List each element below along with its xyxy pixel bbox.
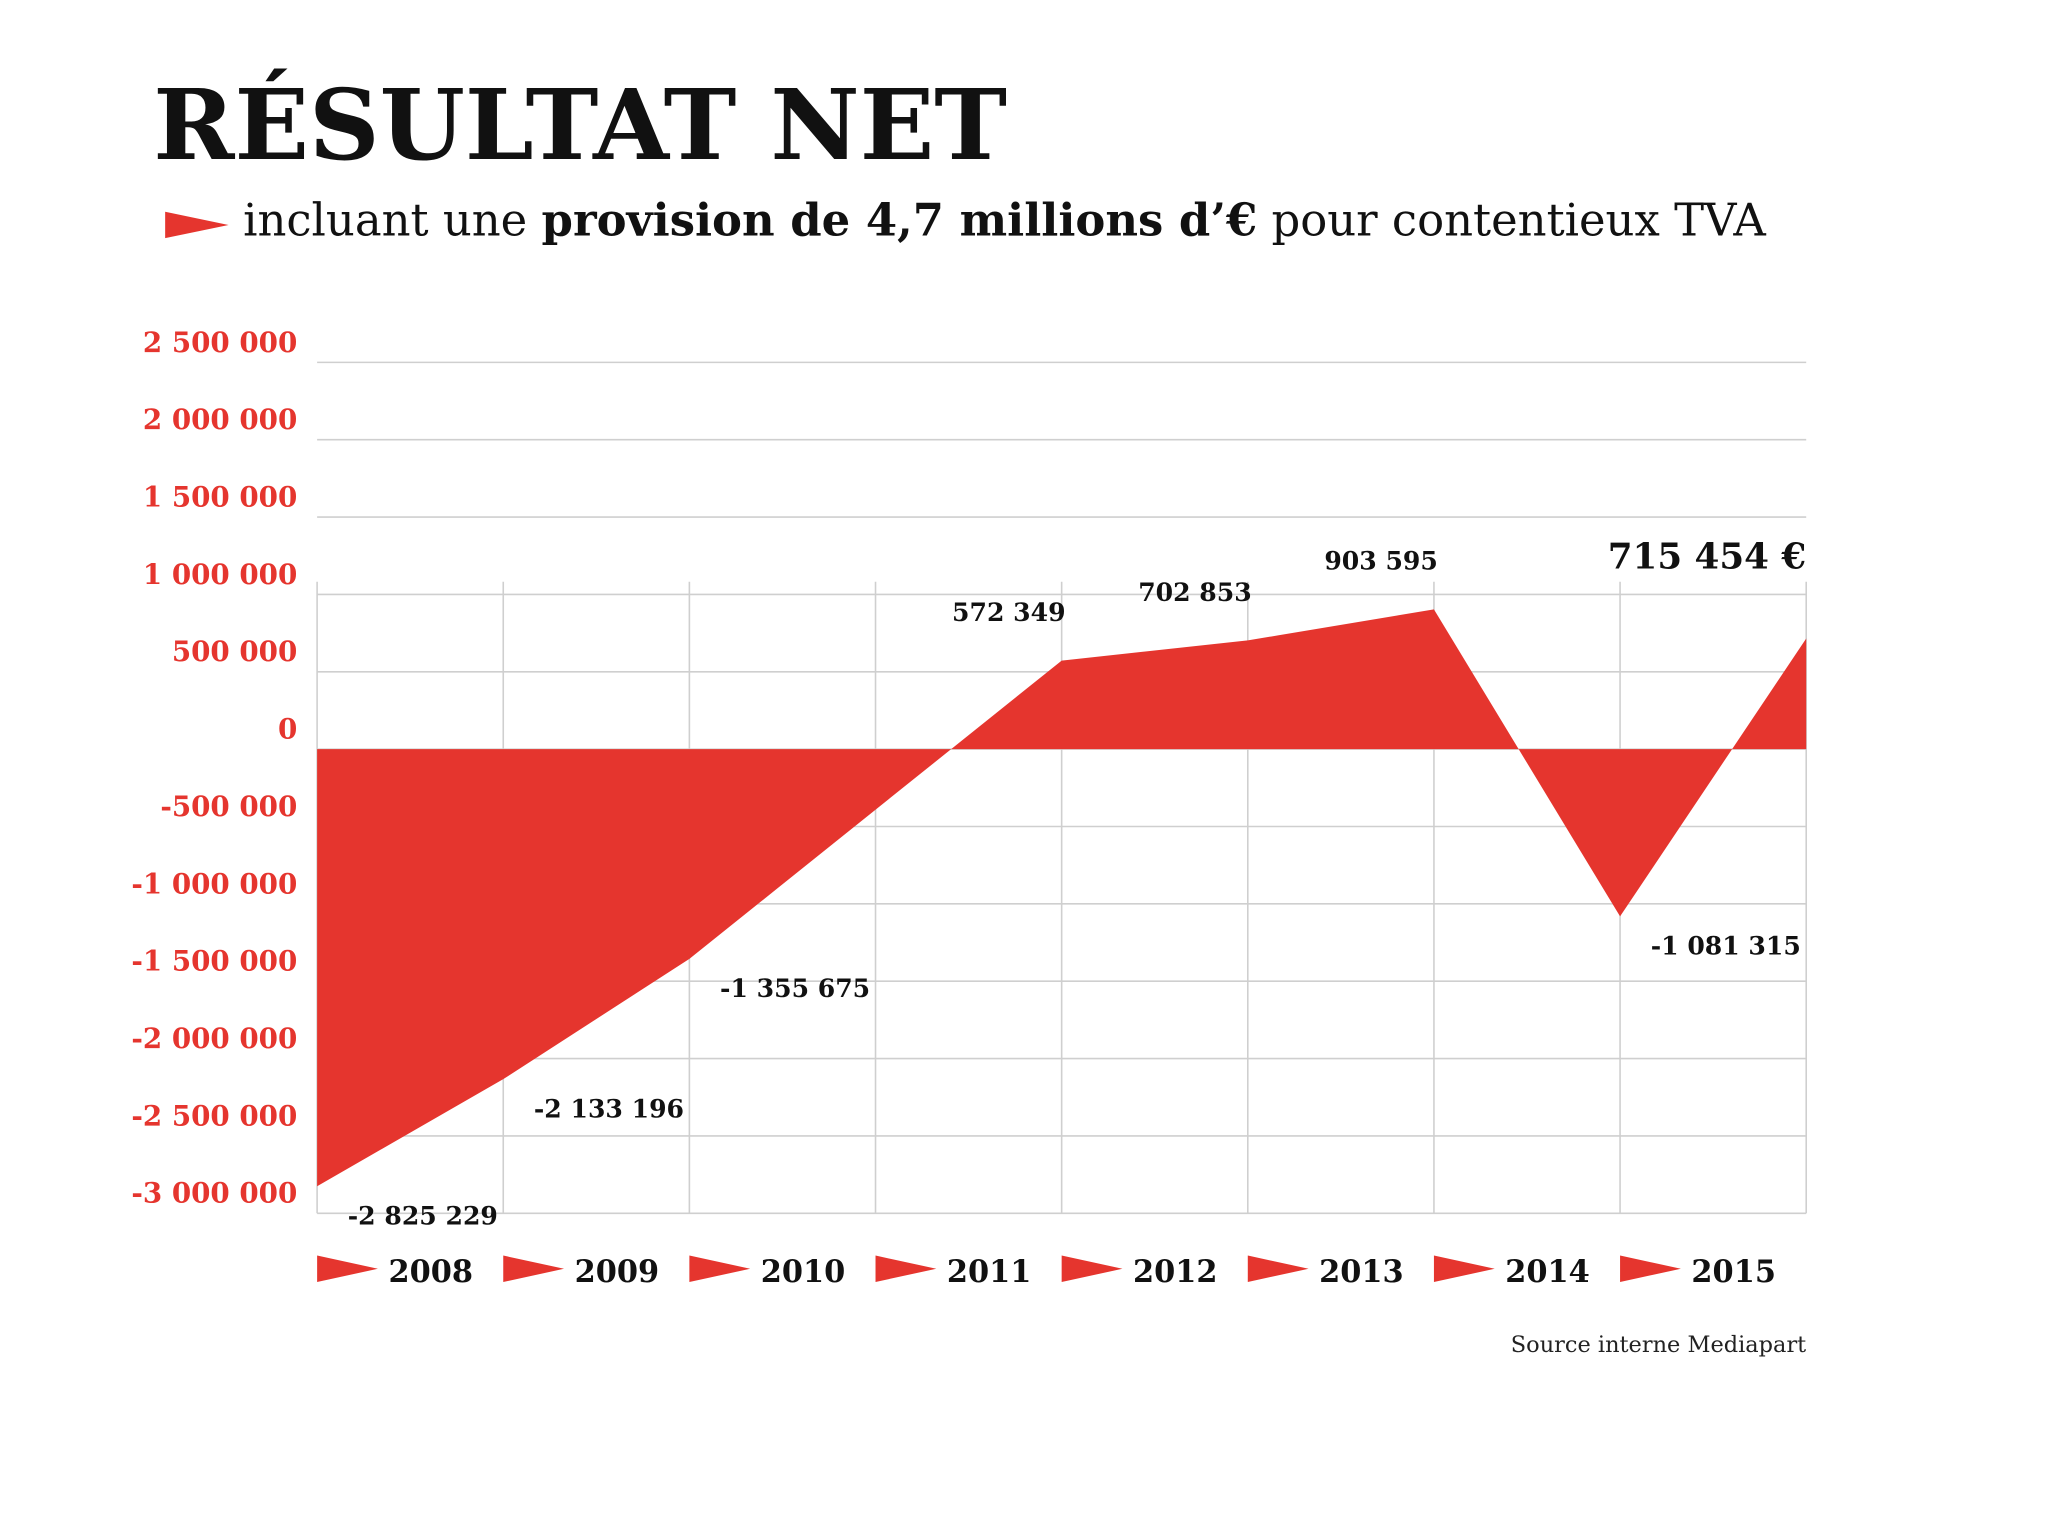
subtitle-part: pour contentieux TVA bbox=[1257, 194, 1766, 247]
subtitle: incluant une provision de 4,7 millions d… bbox=[243, 194, 1766, 247]
data-label: -1 081 315 bbox=[1651, 931, 1801, 961]
data-label: 702 853 bbox=[1138, 577, 1252, 607]
chart-title: RÉSULTAT NET bbox=[153, 68, 1007, 183]
y-tick-label: 500 000 bbox=[172, 635, 297, 668]
y-tick-label: -2 500 000 bbox=[131, 1099, 297, 1132]
y-tick-label: 0 bbox=[278, 713, 297, 746]
data-label: 903 595 bbox=[1324, 546, 1438, 576]
x-tick-label: 2010 bbox=[761, 1254, 846, 1290]
data-label: 715 454 € bbox=[1608, 536, 1807, 577]
y-tick-label: -1 000 000 bbox=[131, 867, 297, 900]
year-arrow bbox=[1061, 1255, 1123, 1282]
y-tick-label: -3 000 000 bbox=[131, 1177, 297, 1210]
y-tick-label: -2 000 000 bbox=[131, 1022, 297, 1055]
year-arrow bbox=[875, 1255, 937, 1282]
x-tick-label: 2011 bbox=[947, 1254, 1032, 1290]
data-label: -2 825 229 bbox=[348, 1201, 498, 1231]
year-arrow bbox=[1247, 1255, 1309, 1282]
y-tick-label: 1 500 000 bbox=[143, 481, 297, 514]
data-label: 572 349 bbox=[952, 597, 1066, 627]
year-arrow bbox=[689, 1255, 751, 1282]
year-arrow bbox=[1433, 1255, 1495, 1282]
x-tick-label: 2015 bbox=[1691, 1254, 1776, 1290]
x-tick-label: 2009 bbox=[575, 1254, 660, 1290]
subtitle-part: incluant une bbox=[243, 194, 541, 247]
x-tick-label: 2014 bbox=[1505, 1254, 1590, 1290]
year-arrow bbox=[1620, 1255, 1681, 1282]
y-tick-label: 2 500 000 bbox=[143, 326, 297, 359]
subtitle-arrow bbox=[165, 211, 229, 239]
subtitle-part: provision de 4,7 millions d’€ bbox=[542, 194, 1258, 247]
y-tick-label: 2 000 000 bbox=[143, 403, 297, 436]
y-tick-label: -1 500 000 bbox=[131, 945, 297, 978]
source: Source interne Mediapart bbox=[1511, 1332, 1806, 1358]
x-tick-label: 2008 bbox=[388, 1254, 473, 1290]
y-tick-label: 1 000 000 bbox=[143, 558, 297, 591]
area bbox=[317, 609, 1807, 1187]
y-tick-label: -500 000 bbox=[160, 790, 297, 823]
data-label: -1 355 675 bbox=[720, 973, 870, 1003]
x-tick-label: 2012 bbox=[1133, 1254, 1218, 1290]
x-tick-label: 2013 bbox=[1319, 1254, 1404, 1290]
data-label: -2 133 196 bbox=[534, 1093, 684, 1123]
year-arrow bbox=[503, 1255, 565, 1282]
year-arrow bbox=[317, 1255, 378, 1282]
